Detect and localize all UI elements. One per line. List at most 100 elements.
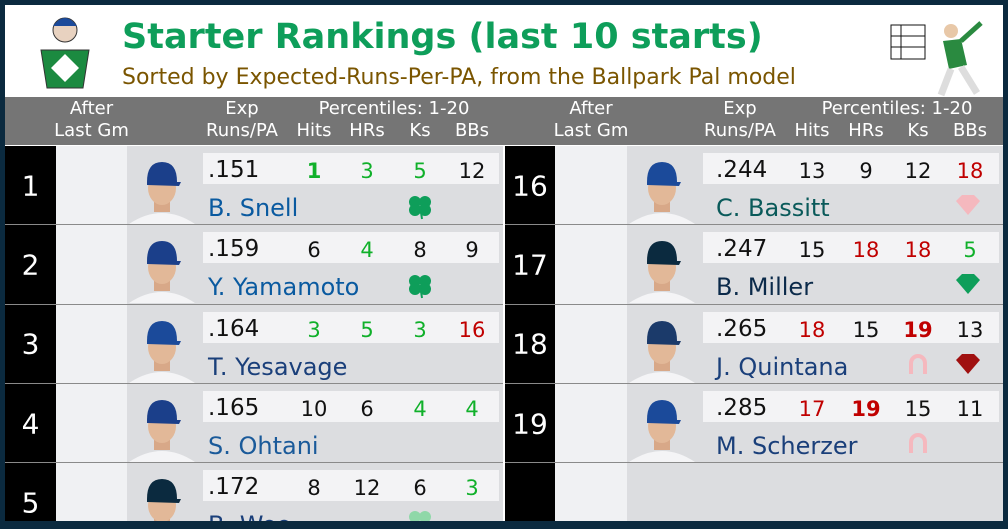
row-divider [5,224,503,226]
logo-left [40,17,90,89]
column-header: Ks [907,120,929,141]
player-photo [129,233,195,304]
empty-row [555,463,627,521]
rank-cell [505,383,555,463]
column-header: BBs [454,120,490,141]
icon-horseshoe [904,429,932,457]
player-name: S. Ohtani [208,431,319,460]
percentile-ks: 15 [904,396,932,421]
percentile-hits: 10 [300,396,328,421]
rank: 3 [21,327,40,361]
percentile-ks: 19 [903,317,933,342]
column-header: Exp [723,98,757,119]
empty-row [627,463,1003,521]
exp-runs: .285 [716,394,768,421]
percentile-hrs: 18 [852,238,880,263]
player-name: J. Quintana [716,352,849,381]
percentile-hits: 17 [798,396,826,421]
percentile-bbs: 13 [956,317,984,342]
icon-clover [406,507,434,521]
percentile-hrs: 9 [859,159,873,183]
rank-cell [5,225,56,304]
percentile-ks: 18 [904,238,932,263]
rank: 17 [512,248,548,282]
percentile-hits: 15 [798,238,826,263]
percentile-ks: 4 [413,396,427,421]
row-divider [505,303,1003,305]
column-header: After [569,98,613,119]
player-photo [129,471,195,521]
percentile-hrs: 12 [353,476,381,501]
graphic: Starter Rankings (last 10 starts) Sorted… [5,5,1003,521]
percentile-ks: 3 [413,317,427,342]
icon-art [409,275,431,299]
row-divider [505,462,1003,464]
percentile-bbs: 5 [963,238,977,263]
percentile-hits: 13 [798,159,826,183]
player-photo-art [629,320,695,383]
percentile-bbs: 12 [458,159,486,183]
exp-runs: .151 [208,157,260,183]
icon-diamond [954,350,982,378]
rank: 18 [512,327,548,361]
after-cell [56,463,127,521]
column-header: Ks [409,120,431,141]
column-header: Percentiles: 1-20 [821,98,973,119]
column-header: Percentiles: 1-20 [318,98,470,119]
rank-cell [5,304,56,383]
rank-cell [505,146,555,225]
percentile-bbs: 9 [465,238,479,263]
column-header: Runs/PA [704,120,776,141]
rank: 16 [512,169,548,203]
percentile-hrs: 3 [360,159,374,183]
percentile-bbs: 11 [956,396,984,421]
column-header: Hits [794,120,830,141]
percentile-hits: 3 [307,317,321,342]
percentile-bbs: 3 [465,476,479,501]
stats-band [703,232,999,264]
empty-row [505,463,555,521]
exp-runs: .247 [716,236,768,263]
player-name: B. Snell [208,194,299,222]
row-divider [5,462,503,464]
exp-runs: .265 [716,315,768,342]
player-photo-art [129,241,195,304]
stats-band [703,390,999,422]
player-photo-art [629,241,695,304]
percentile-hits: 6 [307,238,321,263]
stats-band [203,390,499,422]
percentile-ks: 12 [904,159,932,183]
after-cell [555,383,627,463]
percentile-ks: 6 [413,476,427,501]
player-name: B. Woo [208,511,291,521]
icon-clover [406,271,434,299]
row-divider [505,224,1003,226]
after-cell [555,146,627,225]
player-name: B. Miller [716,273,814,302]
percentile-hits: 18 [798,317,826,342]
after-cell [555,225,627,304]
column-header: BBs [952,120,988,141]
player-photo [629,233,695,304]
after-cell [56,146,127,225]
exp-runs: .244 [716,157,768,183]
player-photo [129,154,195,224]
icon-art [409,196,431,220]
rank-cell [505,304,555,383]
percentile-hits: 8 [307,476,321,501]
after-cell [56,304,127,383]
row-divider [5,382,503,384]
rank: 19 [512,407,548,441]
column-header: Hits [296,120,332,141]
player-photo [629,154,695,224]
stats-band [703,153,999,184]
row-divider [5,303,503,305]
rank: 4 [21,407,40,441]
column-header: HRs [848,120,884,141]
icon-art [909,433,927,453]
subtitle: Sorted by Expected-Runs-Per-PA, from the… [122,65,796,90]
icon-diamond [954,270,982,298]
player-photo [129,313,195,383]
stats-band [703,311,999,343]
